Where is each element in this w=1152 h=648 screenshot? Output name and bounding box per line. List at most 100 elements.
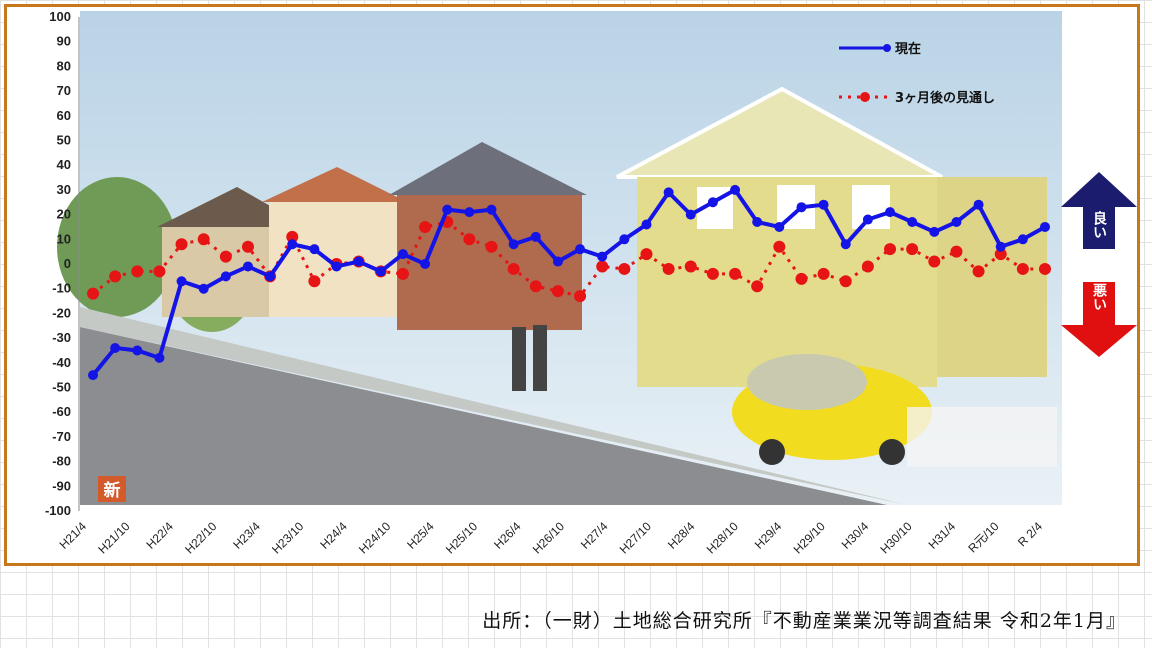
current-point [309,244,320,255]
forecast-point [308,275,321,288]
x-tick-label: H25/10 [443,519,480,556]
x-tick-label: R元/10 [965,519,1002,556]
forecast-point [972,265,985,278]
forecast-point [109,270,122,283]
current-point [862,214,873,225]
x-tick-label: H27/4 [578,519,611,552]
x-tick-label: H23/10 [269,519,306,556]
current-point [220,271,231,282]
house-scene-illustration [57,11,1062,505]
current-point [730,184,741,195]
x-tick-label: H26/4 [491,519,524,552]
current-point [552,256,563,267]
forecast-point [729,267,742,280]
forecast-point [241,240,254,253]
current-point [176,276,187,287]
current-point [575,244,586,255]
y-tick-label: 20 [57,207,71,222]
legend-marker-current [883,44,891,52]
current-point [530,231,541,242]
current-point [929,226,940,237]
forecast-point [795,272,808,285]
forecast-point [928,255,941,268]
legend: 現在 3ヶ月後の見通し [839,41,995,106]
y-tick-label: -10 [52,281,71,296]
current-point [973,199,984,210]
current-point [154,352,165,363]
x-axis-ticks: H21/4 H21/10 H22/4 H22/10 H23/4 H23/10 H24/4 H2… [57,519,1046,556]
source-note: 出所：（一財）土地総合研究所『不動産業業況等調査結果 令和2年1月』 [482,610,1126,632]
x-tick-label: H22/10 [182,519,219,556]
forecast-point [839,275,852,288]
forecast-point [219,250,232,263]
good-indicator-label: 良い [1091,210,1107,239]
forecast-point [574,290,587,303]
legend-marker-forecast [860,92,870,102]
y-tick-label: -90 [52,478,71,493]
x-tick-label: H29/10 [791,519,828,556]
forecast-point [286,230,299,243]
current-point [508,239,519,250]
current-point [331,261,342,272]
forecast-point [950,245,963,258]
new-badge-text: 新 [104,480,121,501]
forecast-point [618,262,631,275]
forecast-point [131,265,144,278]
forecast-point [485,240,498,253]
current-point [375,266,386,277]
bad-indicator-label: 悪い [1091,283,1107,311]
current-point [885,207,896,218]
forecast-point [529,280,542,293]
legend-label-forecast: 3ヶ月後の見通し [895,90,995,106]
x-tick-label: H24/4 [317,519,350,552]
current-point [951,217,962,228]
y-tick-label: 50 [57,133,71,148]
current-point [641,219,652,230]
current-point [353,256,364,267]
forecast-point [175,238,188,251]
current-point [265,271,276,282]
current-point [442,204,453,215]
x-tick-label: H28/10 [704,519,741,556]
current-point [619,234,630,245]
current-point [995,241,1006,252]
forecast-point [87,287,99,300]
current-point [752,217,763,228]
y-tick-label: 90 [57,34,71,49]
current-point [1017,234,1028,245]
forecast-point [153,265,166,278]
x-tick-label: H29/4 [752,519,785,552]
y-tick-label: 100 [49,9,71,24]
x-tick-label: H31/4 [926,519,959,552]
current-point [818,199,829,210]
new-badge [98,476,126,502]
y-tick-label: -20 [52,305,71,320]
current-point [464,207,475,218]
x-tick-label: R 2/4 [1015,519,1045,549]
forecast-point [551,285,564,298]
series-current [88,184,1050,381]
y-tick-label: -50 [52,380,71,395]
chart-frame: 新 100 90 80 70 60 50 40 30 20 10 0 -10 -20 -30 -40 -50-… [4,4,1140,566]
forecast-point [507,262,520,275]
y-tick-label: 30 [57,182,71,197]
current-point [132,345,143,356]
current-point [907,217,918,228]
x-tick-label: H28/4 [665,519,698,552]
current-point [420,259,431,269]
current-point [486,204,497,215]
y-tick-label: 10 [57,231,71,246]
forecast-point [596,260,609,273]
forecast-point [706,267,719,280]
y-tick-label: 40 [57,157,71,172]
y-tick-label: -100 [45,503,71,518]
forecast-point [861,260,874,273]
y-tick-label: 60 [57,108,71,123]
x-tick-label: H21/4 [57,519,90,552]
y-tick-label: -70 [52,429,71,444]
y-tick-label: -40 [52,355,71,370]
current-point [663,187,674,198]
y-tick-label: -30 [52,330,71,345]
forecast-point [1039,262,1051,275]
forecast-point [773,240,786,253]
